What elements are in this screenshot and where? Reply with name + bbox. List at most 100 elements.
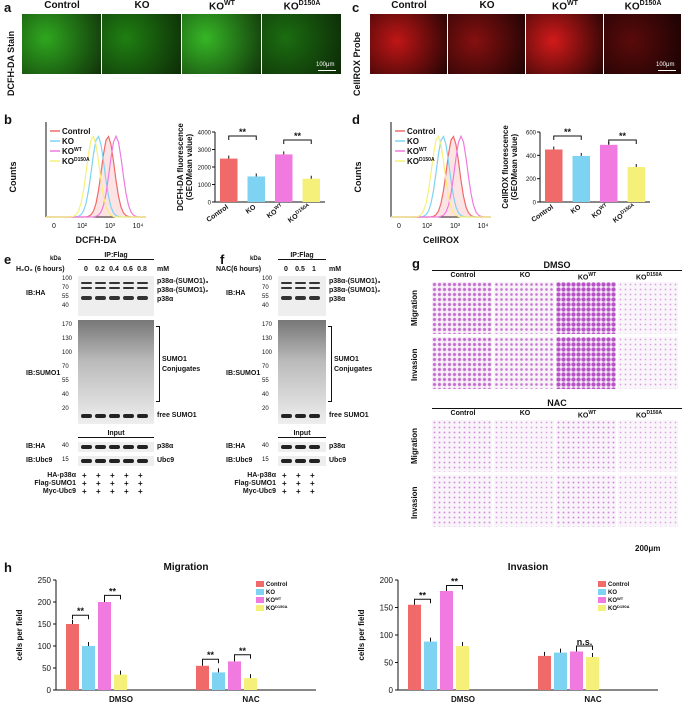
ip-label: IP:Flag: [78, 252, 154, 260]
micro-col-label-1: KO: [448, 0, 526, 11]
mw-marker: 100: [262, 350, 273, 356]
transwell-image: [432, 282, 492, 334]
g-col-label: KOD150A: [618, 272, 680, 281]
input-band-label: Ubc9: [329, 457, 347, 464]
bar-ylabel-2: (GEOMean value): [510, 134, 519, 201]
mw-marker: 15: [62, 457, 69, 463]
bar-ytick: 1000: [198, 183, 212, 189]
h-ylabel: cells per field: [357, 609, 366, 660]
bar-1: [572, 155, 590, 202]
micro-image-2: [182, 14, 261, 74]
mw-marker: 100: [62, 276, 73, 282]
panel-e-letter: e: [4, 252, 12, 267]
transwell-image: [618, 420, 678, 472]
legend-text: KO: [266, 590, 275, 596]
h-bar: [228, 661, 241, 690]
plus-sign: +: [124, 479, 129, 488]
transwell-image: [556, 282, 616, 334]
band: [137, 459, 148, 463]
band: [109, 445, 120, 449]
legend-text: KO: [608, 598, 617, 604]
cat-sup: WT: [598, 202, 608, 211]
band: [309, 296, 320, 300]
transwell-image: [494, 282, 554, 334]
legend-label: Control: [62, 127, 90, 136]
transwell-image: [432, 420, 492, 472]
cat-text: Control: [530, 204, 554, 224]
micro-image-2: [526, 14, 603, 74]
micro-col-label-0: Control: [22, 0, 102, 11]
h-legend-swatch: [598, 581, 606, 587]
condition-title: DMSO: [432, 260, 682, 271]
transwell-image: [618, 337, 678, 389]
conj-label: Conjugates: [162, 366, 201, 373]
plus-sign: +: [82, 471, 87, 480]
mw-marker: 40: [62, 392, 69, 398]
bar-ytick: 200: [526, 177, 537, 183]
band: [309, 445, 320, 449]
transwell-image: [556, 337, 616, 389]
input-label: Input: [278, 430, 326, 438]
conj-bracket: [328, 326, 332, 402]
ib-sumo-label: IB:SUMO1: [226, 370, 261, 377]
dose-label: 0.4: [109, 266, 119, 273]
h-ytick: 250: [38, 576, 52, 585]
micro-col-label-2: KOWT: [526, 0, 604, 12]
col-sup: WT: [588, 272, 597, 278]
g-row-label: Migration: [410, 290, 419, 326]
mw-marker: 40: [262, 392, 269, 398]
legend-sup: D150A: [617, 604, 630, 609]
transwell-image: [618, 282, 678, 334]
col-name: KO: [209, 1, 225, 13]
plus-sign: +: [138, 471, 143, 480]
h-bar: [456, 646, 469, 690]
transwell-image: [494, 475, 554, 527]
sig-label: **: [239, 646, 247, 656]
sig-bracket: [104, 594, 121, 600]
legend-sup: D150A: [419, 157, 435, 163]
transwell-image: [494, 420, 554, 472]
plus-sign: +: [310, 479, 315, 488]
legend-label: KO: [407, 137, 419, 146]
mw-marker: 100: [262, 276, 273, 282]
hist-xtick: 0: [397, 223, 401, 230]
col-sup: WT: [224, 0, 235, 7]
panel-e-blot: kDa IP:Flag H₂O₂ (6 hours) 0 0.2 0.4 0.6 0.8 mM 1…: [0, 252, 215, 552]
dose-label: 0.6: [123, 266, 133, 273]
legend-text: Control: [62, 127, 90, 136]
band: [109, 287, 120, 289]
col-sup: WT: [588, 410, 597, 416]
transwell-image: [556, 475, 616, 527]
hist-xtick: 10⁴: [133, 223, 144, 230]
h-bar: [408, 604, 421, 690]
bar-ytick: 0: [208, 201, 212, 207]
input-band-label: p38α: [329, 443, 346, 450]
legend-sup: WT: [275, 596, 282, 601]
band: [137, 287, 148, 289]
h-legend-swatch: [256, 597, 264, 603]
band: [95, 414, 106, 418]
cat-sup: D150A: [294, 202, 311, 216]
mw-marker: 40: [262, 303, 269, 309]
h-bar: [212, 672, 225, 690]
legend-label: KOD150A: [62, 157, 90, 166]
band: [137, 282, 148, 284]
construct-label: Myc-Ubc9: [242, 488, 276, 495]
sumo-blot: [78, 320, 154, 424]
panel-h-charts: Migration cells per field 0 50 100 150 200 250 D…: [15, 562, 658, 704]
sig-label: **: [619, 131, 627, 141]
sig-bracket: [608, 139, 637, 144]
h-ytick: 200: [38, 598, 52, 607]
micro-col-label-3: KOD150A: [262, 0, 342, 12]
plus-sign: +: [296, 479, 301, 488]
bar-category-label: KO: [570, 204, 583, 216]
h-legend-label: KOD150A: [608, 604, 630, 613]
dose-label: 0.5: [295, 266, 305, 273]
plus-sign: +: [110, 471, 115, 480]
panel-b-letter: b: [4, 112, 12, 127]
legend-text: KO: [266, 598, 275, 604]
panel-g-letter: g: [412, 256, 420, 271]
h-bar: [66, 624, 79, 690]
col-name: Control: [450, 410, 476, 417]
plus-sign: +: [282, 471, 287, 480]
